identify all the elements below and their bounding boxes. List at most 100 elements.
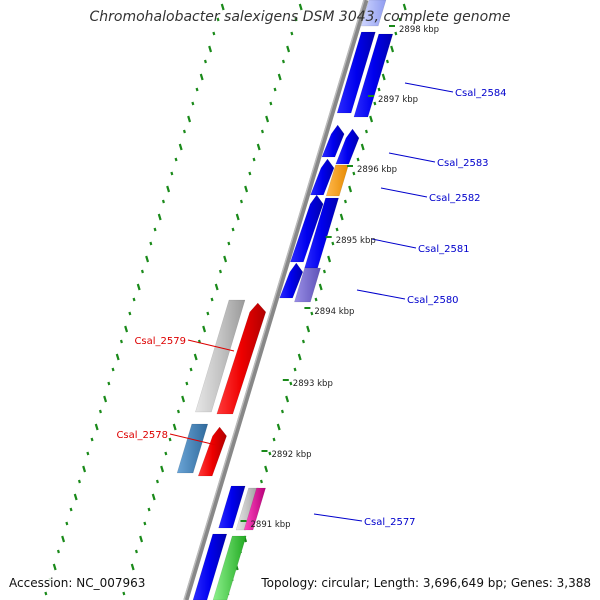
scale-tick (227, 241, 231, 246)
scale-tick (132, 297, 136, 302)
scale-tick (256, 143, 261, 151)
scale-tick (339, 213, 344, 221)
cds-csal-2580 (294, 267, 321, 303)
scale-tick (218, 269, 222, 274)
scale-tick (285, 395, 290, 403)
scale-tick (86, 451, 90, 456)
scale-tick (164, 451, 168, 456)
scale-tick (264, 465, 269, 473)
scale-tick (343, 199, 347, 204)
scale-tick (348, 185, 353, 193)
cds-grey-2579 (195, 299, 246, 413)
scale-tick (178, 143, 183, 151)
scale-tick (122, 591, 126, 596)
gene-features (176, 0, 394, 600)
scale-tick (153, 227, 157, 232)
scale-tick (280, 409, 284, 414)
scale-tick (151, 493, 156, 501)
scale-tick (182, 129, 186, 134)
scale-tick (269, 101, 273, 106)
scale-tick (140, 269, 144, 274)
scale-tick (318, 283, 323, 291)
scale-tick (73, 493, 78, 501)
scale-tick (231, 227, 235, 232)
scale-tick (124, 325, 129, 333)
scale-tick (149, 241, 153, 246)
scale-tick (69, 507, 73, 512)
leader-line (380, 187, 428, 198)
scale-tick (103, 395, 108, 403)
cds-csal-2582 (325, 164, 349, 197)
scale-tick (170, 171, 174, 176)
scale-tick (260, 129, 264, 134)
scale-tick (212, 31, 216, 36)
genome-backbone (183, 0, 369, 600)
leader-line (388, 152, 436, 163)
scale-tick (181, 395, 186, 403)
scale-tick (252, 157, 256, 162)
scale-tick (98, 409, 102, 414)
scale-tick (335, 227, 339, 232)
scale-tick (402, 3, 407, 11)
scale-tick (306, 325, 311, 333)
scale-tick (286, 45, 291, 53)
scale-tick (147, 507, 151, 512)
scale-tick (61, 535, 66, 543)
scale-tick (381, 73, 386, 81)
scale-tick (111, 367, 115, 372)
cds-csal-2577-a (218, 485, 246, 529)
scale-tick (206, 311, 210, 316)
scale-tick (239, 199, 243, 204)
scale-tick (377, 87, 381, 92)
cds-csal-2578 (176, 423, 209, 474)
scale-tick (90, 437, 94, 442)
scale-tick (390, 45, 395, 53)
scale-tick (187, 115, 192, 123)
scale-tick (134, 549, 138, 554)
scale-tick (82, 465, 87, 473)
backbone-line (183, 0, 369, 600)
leader-line (169, 433, 217, 446)
gene-label: Csal_2581 (418, 244, 470, 255)
genome-summary-label: Topology: circular; Length: 3,696,649 bp… (259, 576, 593, 590)
scale-tick (301, 339, 305, 344)
scale-tick-label: 2893 kbp (293, 379, 333, 389)
scale-tick (310, 311, 314, 316)
scale-tick-label: 2898 kbp (399, 25, 439, 35)
scale-tick (172, 423, 177, 431)
scale-tick (259, 479, 263, 484)
scale-tick-label: 2895 kbp (336, 236, 376, 246)
leader-line (404, 82, 454, 93)
cds-d (279, 262, 304, 299)
scale-tick (216, 17, 220, 22)
scale-tick (115, 353, 120, 361)
scale-tick (289, 381, 293, 386)
scale-tick (298, 3, 303, 11)
scale-tick (297, 353, 302, 361)
page-title: Chromohalobacter salexigens DSM 3043, co… (89, 9, 511, 25)
scale-tick (327, 255, 332, 263)
scale-tick (166, 185, 171, 193)
scale-tick-label: 2892 kbp (272, 450, 312, 460)
scale-tick (293, 367, 297, 372)
scale-tick (281, 59, 285, 64)
scale-tick (235, 213, 240, 221)
scale-tick-label: 2896 kbp (357, 165, 397, 175)
scale-tick (119, 339, 123, 344)
scale-tick (189, 367, 193, 372)
leader-line (313, 513, 363, 522)
scale-tick (161, 199, 165, 204)
scale-tick (94, 423, 99, 431)
scale-ticks-outer (122, 3, 303, 596)
scale-tick (290, 31, 294, 36)
scale-tick (352, 171, 356, 176)
scale-tick (139, 535, 144, 543)
scale-tick (364, 129, 368, 134)
scale-tick (77, 479, 81, 484)
scale-tick-label: 2891 kbp (251, 520, 291, 530)
scale-tick (322, 269, 326, 274)
scale-tick (268, 451, 272, 456)
scale-tick (265, 115, 270, 123)
scale-tick (136, 283, 141, 291)
